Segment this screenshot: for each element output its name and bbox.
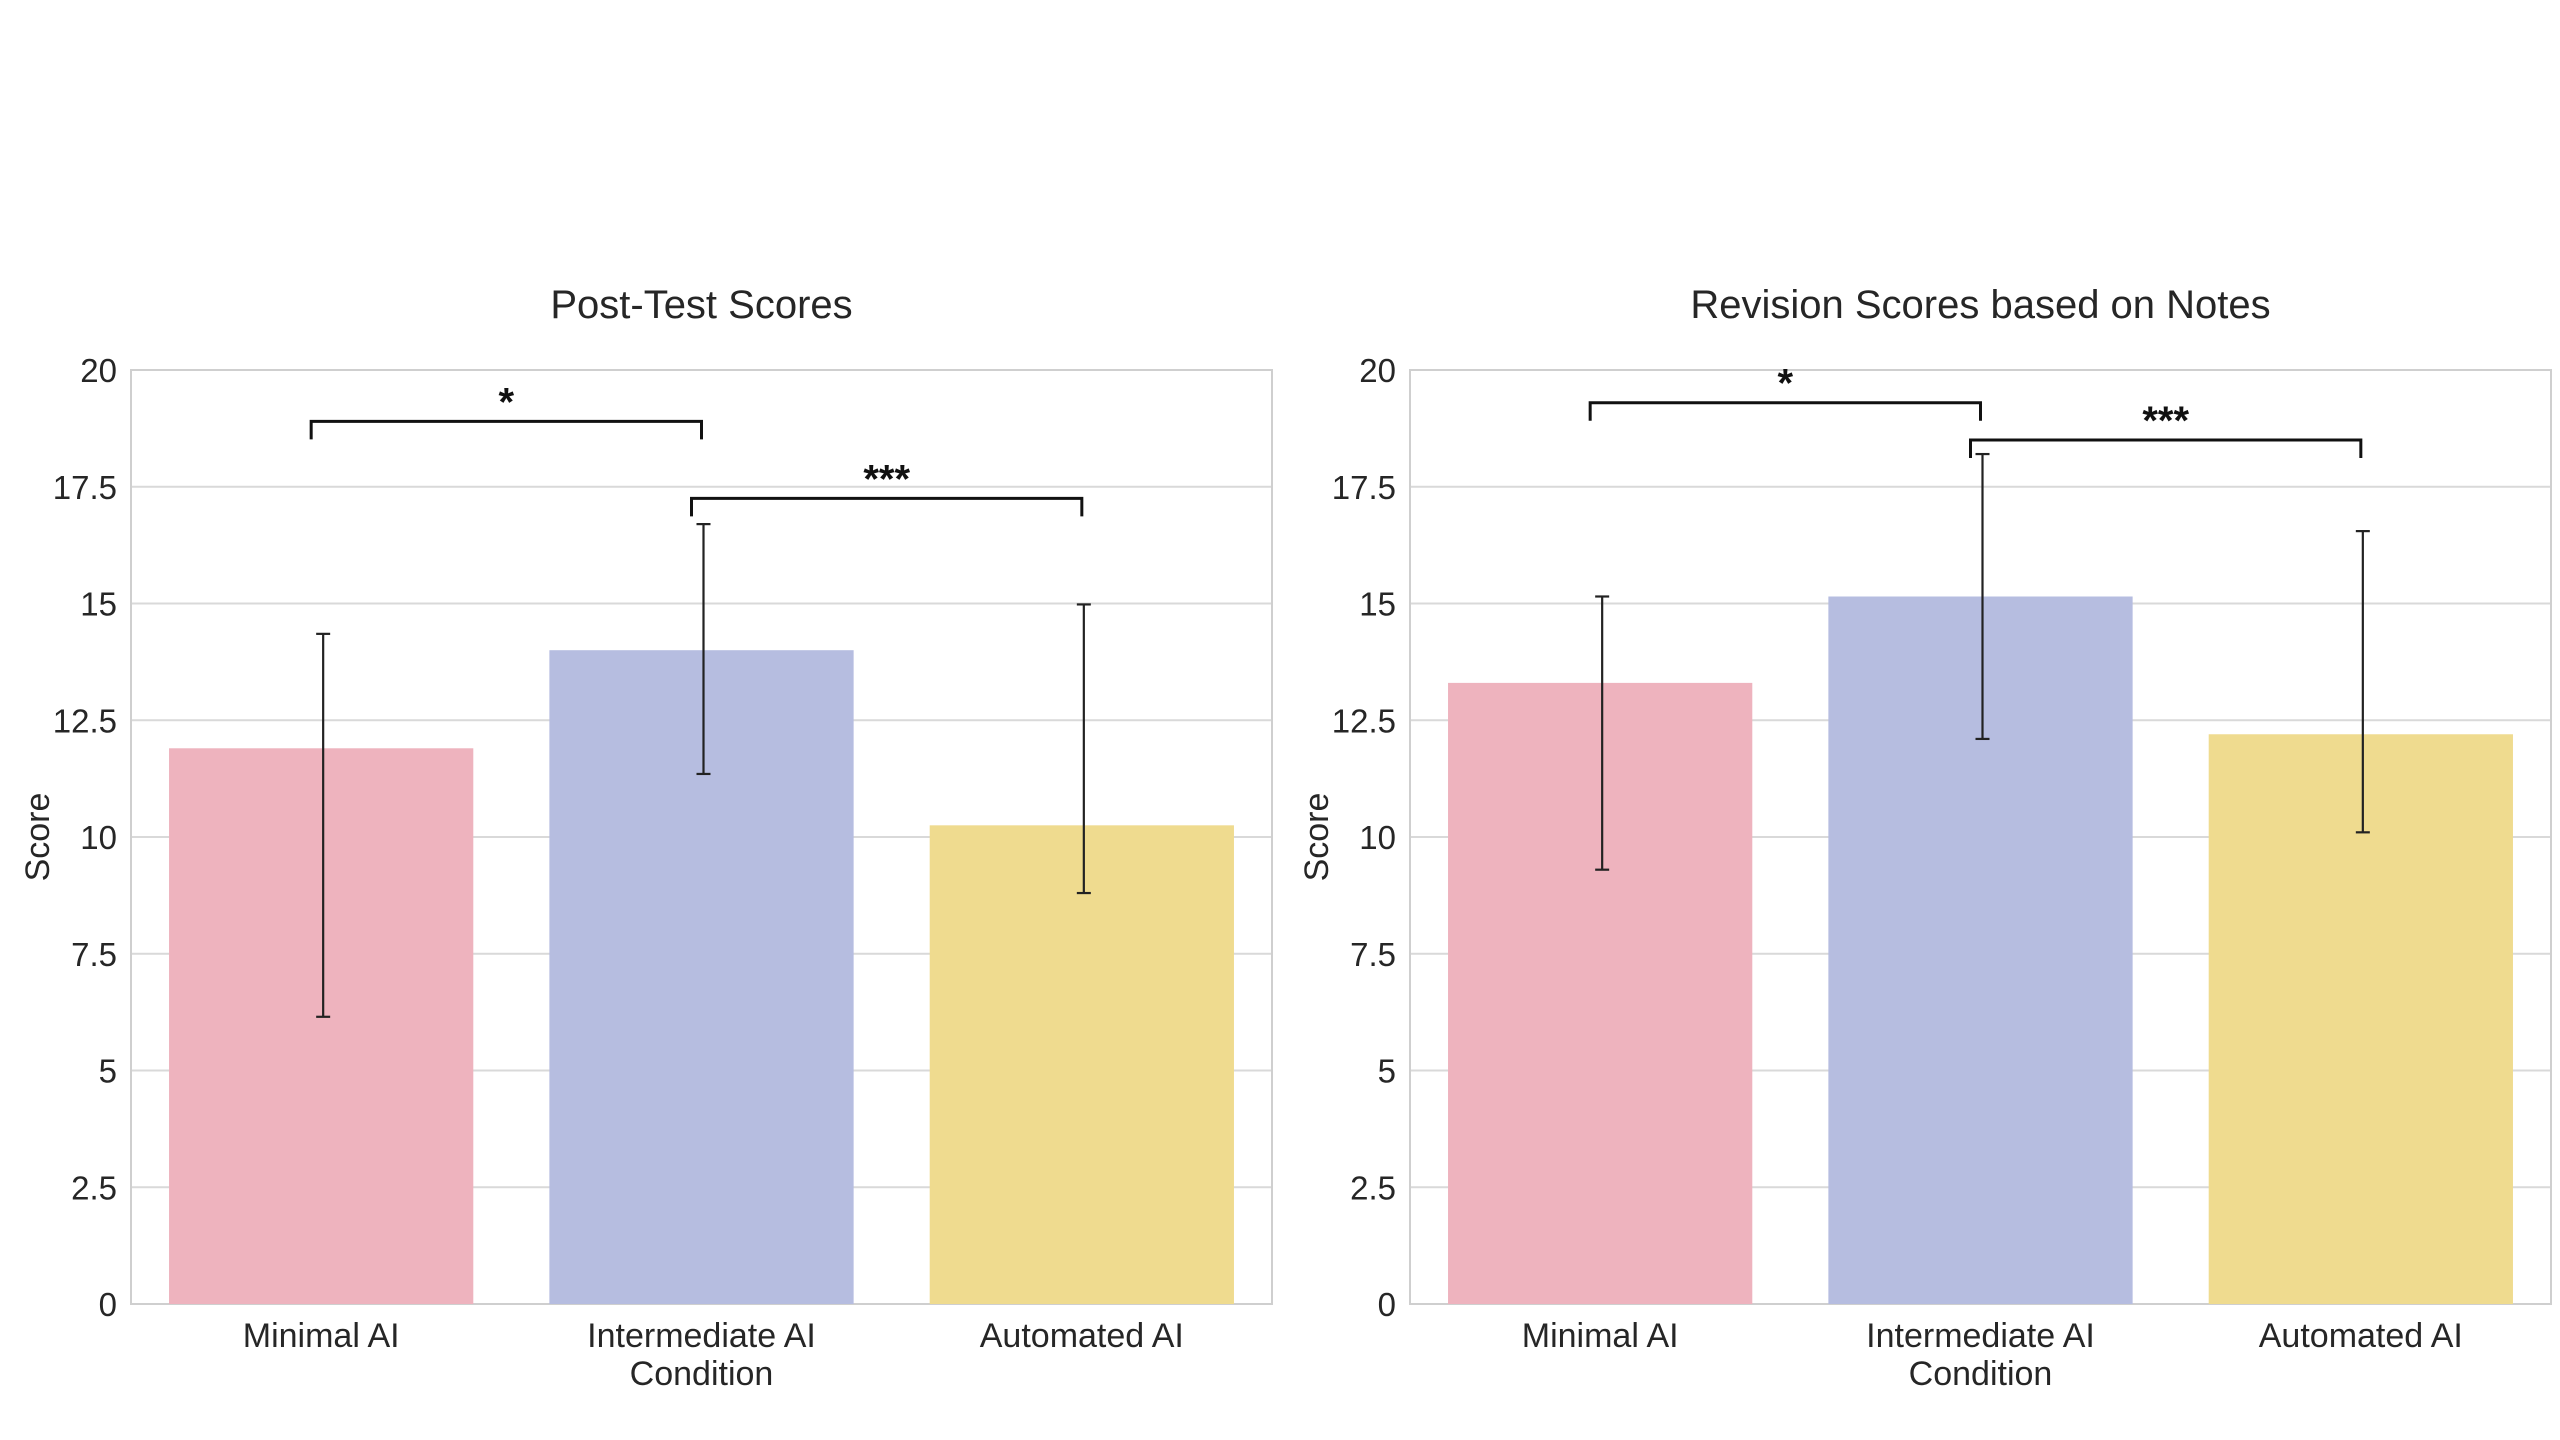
significance-label: ***	[863, 457, 910, 501]
error-bar	[316, 632, 331, 1018]
significance-bracket: *	[309, 380, 703, 440]
x-tick-label: Minimal AI	[1522, 1317, 1679, 1355]
y-tick-label: 5	[99, 1053, 117, 1090]
significance-label: *	[499, 380, 515, 424]
significance-bracket: *	[1588, 362, 1982, 421]
y-tick-label: 2.5	[71, 1169, 117, 1206]
significance-bracket: ***	[1969, 399, 2363, 459]
x-tick-label: Minimal AI	[243, 1317, 400, 1355]
y-tick-label: 2.5	[1350, 1169, 1396, 1206]
significance-label: ***	[2142, 399, 2189, 443]
bar	[2208, 734, 2513, 1304]
error-bar	[1076, 603, 1091, 895]
x-tick-label: Intermediate AI	[587, 1317, 816, 1355]
error-bar	[1975, 452, 1990, 741]
significance-label: *	[1778, 362, 1794, 406]
y-tick-label: 17.5	[53, 469, 117, 506]
y-tick-label: 7.5	[1350, 936, 1396, 973]
y-axis-label: Score	[19, 793, 57, 882]
y-tick-label: 0	[99, 1286, 117, 1323]
error-bar	[1595, 595, 1610, 871]
bar	[929, 825, 1234, 1304]
x-tick-label: Automated AI	[2259, 1317, 2463, 1355]
y-tick-label: 0	[1378, 1286, 1396, 1323]
error-bar	[2355, 530, 2370, 834]
y-tick-label: 7.5	[71, 936, 117, 973]
bar	[169, 748, 474, 1304]
y-tick-label: 20	[1359, 352, 1396, 389]
y-tick-label: 10	[80, 819, 117, 856]
x-tick-label: Intermediate AI	[1866, 1317, 2095, 1355]
y-tick-label: 5	[1378, 1053, 1396, 1090]
bar	[1828, 596, 2133, 1304]
error-bar	[696, 523, 711, 776]
bar	[1448, 682, 1753, 1304]
x-tick-label: Automated AI	[980, 1317, 1184, 1355]
chart-title: Post-Test Scores	[550, 283, 852, 327]
y-tick-label: 12.5	[1332, 702, 1396, 739]
significance-bracket: ***	[690, 457, 1084, 517]
chart-title: Revision Scores based on Notes	[1690, 283, 2270, 327]
y-axis-label: Score	[1298, 793, 1336, 882]
y-tick-label: 10	[1359, 819, 1396, 856]
y-tick-label: 20	[80, 352, 117, 389]
y-tick-label: 12.5	[53, 702, 117, 739]
bar	[549, 650, 854, 1304]
y-tick-label: 15	[80, 586, 117, 623]
x-axis-label: Condition	[1909, 1355, 2053, 1393]
y-tick-label: 17.5	[1332, 469, 1396, 506]
y-tick-label: 15	[1359, 586, 1396, 623]
x-axis-label: Condition	[630, 1355, 774, 1393]
